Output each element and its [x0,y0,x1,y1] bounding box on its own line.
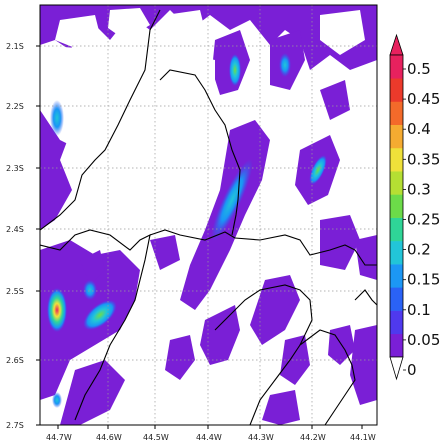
colorbar-swatch [390,78,403,102]
lat-tick-labels: 2.1S 2.2S 2.3S 2.4S 2.5S 2.6S 2.7S [6,42,24,430]
colorbar-tick-label: 0.15 [407,271,440,289]
lon-tick-label: 44.7W [46,433,72,442]
colorbar: 0 0.05 0.1 0.15 0.2 0.25 0.3 0.35 0.4 0.45 0.5 [389,33,440,381]
colorbar-swatch [390,101,403,125]
lat-tick-label: 2.1S [6,42,24,51]
coastline [40,9,377,425]
colorbar-tick-label: 0.45 [407,90,440,108]
colorbar-swatch [390,194,403,218]
colorbar-swatch [390,171,403,195]
lon-tick-labels: 44.7W 44.6W 44.5W 44.4W 44.3W 44.2W 44.1… [46,433,376,442]
colorbar-tick-label: 0.3 [407,180,431,198]
colorbar-tick-label: 0.2 [407,241,431,259]
grid-lines [40,5,377,425]
colorbar-tick-label: 0.5 [407,60,431,78]
lat-tick-label: 2.3S [6,164,24,173]
colorbar-tick-label: 0.25 [407,211,440,229]
colorbar-tick-label: 0.35 [407,150,440,168]
lat-tick-label: 2.6S [6,356,24,365]
lon-tick-label: 44.1W [350,433,376,442]
lon-tick-marks [57,425,363,429]
colorbar-tick-label: 0.1 [407,301,431,319]
colorbar-swatch [390,264,403,288]
lon-tick-label: 44.3W [248,433,274,442]
colorbar-swatch [390,217,403,242]
lat-tick-label: 2.2S [6,102,24,111]
colorbar-tick-label: 0 [407,361,417,379]
plot-area [40,5,377,425]
colorbar-swatch [390,55,403,79]
lat-tick-marks [36,45,40,426]
colorbar-tick-label: 0.4 [407,120,431,138]
lat-tick-label: 2.4S [6,225,24,234]
colorbar-swatch [390,240,403,265]
colorbar-swatch [390,147,403,172]
field-gaps [40,8,365,160]
colorbar-swatch [390,287,403,311]
lat-tick-label: 2.7S [6,421,24,430]
lon-tick-label: 44.2W [300,433,326,442]
lon-tick-label: 44.4W [196,433,222,442]
lon-tick-label: 44.5W [143,433,169,442]
lon-tick-label: 44.6W [96,433,122,442]
colorbar-extend-min [389,356,404,381]
colorbar-swatch [390,124,403,149]
colorbar-swatch [390,310,403,335]
colorbar-extend-max [389,33,404,56]
colorbar-swatch [390,333,403,358]
colorbar-tick-label: 0.05 [407,331,440,349]
lat-tick-label: 2.5S [6,287,24,296]
field-cores [47,53,327,408]
